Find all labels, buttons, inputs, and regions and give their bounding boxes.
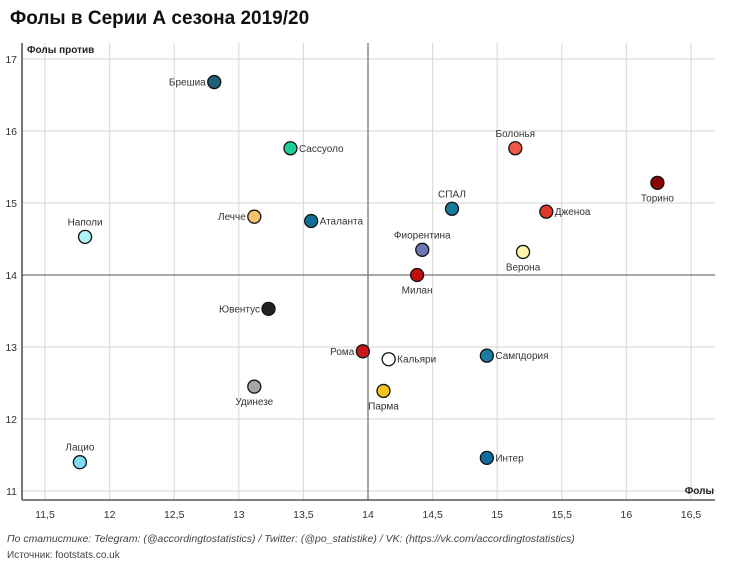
point-label: Дженоа <box>555 207 591 218</box>
point-label: Брешиа <box>169 78 206 89</box>
chart-title: Фолы в Серии А сезона 2019/20 <box>10 8 310 29</box>
y-tick-label: 11 <box>6 486 17 498</box>
point-label: Фиорентина <box>394 230 451 241</box>
x-axis-ticks: 11,5 12 12,5 13 13,5 14 14,5 15 15,5 16 16,5 <box>35 509 701 521</box>
point-label: Сампдория <box>495 351 548 362</box>
point-label: Ювентус <box>219 304 260 315</box>
point-marker <box>304 213 319 229</box>
data-point: Наполи <box>68 217 103 244</box>
data-point: Кальяри <box>381 352 436 367</box>
point-label: Сассуоло <box>299 144 344 155</box>
data-point: Верона <box>506 244 541 273</box>
point-label: Аталанта <box>320 217 364 228</box>
point-marker <box>376 383 391 399</box>
point-marker <box>539 204 554 219</box>
y-axis-label: Фолы против <box>27 45 94 56</box>
point-marker <box>355 344 370 359</box>
y-tick-label: 14 <box>5 270 17 282</box>
point-marker <box>77 229 93 244</box>
axes <box>21 43 715 501</box>
point-label: Болонья <box>496 129 536 140</box>
data-point: Лацио <box>65 443 95 470</box>
point-marker <box>207 74 222 90</box>
point-marker <box>444 201 460 216</box>
x-tick-label: 16,5 <box>681 509 702 521</box>
data-point: Удинезе <box>235 379 274 408</box>
x-tick-label: 15 <box>491 509 503 521</box>
data-point: Интер <box>479 450 524 466</box>
x-tick-label: 15,5 <box>552 509 573 521</box>
x-tick-label: 14 <box>362 509 374 521</box>
point-label: Лацио <box>65 443 94 454</box>
point-label: Наполи <box>68 217 103 228</box>
x-tick-label: 12 <box>104 509 116 521</box>
point-label: Лечче <box>218 212 246 223</box>
data-point: Фиорентина <box>394 230 451 257</box>
y-tick-label: 16 <box>5 126 17 138</box>
data-point: Рома <box>330 344 370 359</box>
point-marker <box>72 455 88 470</box>
scatter-chart: 11,5 12 12,5 13 13,5 14 14,5 15 15,5 16 16,5 11121… <box>5 43 715 521</box>
point-label: Удинезе <box>235 397 273 408</box>
data-point: Брешиа <box>169 74 222 90</box>
y-tick-label: 17 <box>5 54 17 66</box>
y-tick-label: 12 <box>5 414 17 426</box>
x-tick-label: 16 <box>621 509 633 521</box>
data-points: Брешиа Сассуоло Болонья Торино СПАЛ Дженоа Леч… <box>65 74 675 470</box>
x-tick-label: 13 <box>233 509 245 521</box>
point-marker <box>479 348 495 363</box>
data-point: Милан <box>402 267 433 297</box>
point-label: Милан <box>402 286 433 297</box>
data-point: Сампдория <box>479 348 549 363</box>
point-marker <box>415 242 430 257</box>
data-point: СПАЛ <box>438 189 466 216</box>
point-marker <box>247 379 262 394</box>
point-label: Торино <box>641 193 675 204</box>
point-marker <box>409 267 425 283</box>
x-axis-label: Фолы <box>685 486 714 497</box>
x-tick-label: 12,5 <box>164 509 185 521</box>
data-point: Парма <box>368 383 399 412</box>
point-label: Рома <box>330 347 355 358</box>
point-marker <box>479 450 495 466</box>
data-point: Ювентус <box>219 301 276 316</box>
reference-lines <box>22 43 715 500</box>
y-tick-label: 13 <box>5 342 17 354</box>
data-point: Лечче <box>218 209 262 224</box>
point-label: Интер <box>495 453 524 464</box>
point-label: Верона <box>506 262 541 273</box>
source-text: Источник: footstats.co.uk <box>7 550 120 561</box>
data-point: Сассуоло <box>283 141 344 156</box>
x-tick-label: 14,5 <box>422 509 443 521</box>
data-point: Дженоа <box>539 204 591 219</box>
point-marker <box>515 244 531 260</box>
point-marker <box>247 209 262 224</box>
point-label: СПАЛ <box>438 189 466 200</box>
point-marker <box>508 141 523 156</box>
credits-text: По статистике: Telegram: (@accordingtost… <box>7 533 575 545</box>
point-marker <box>261 301 276 316</box>
data-point: Болонья <box>496 129 536 156</box>
point-label: Парма <box>368 401 399 412</box>
x-tick-label: 13,5 <box>293 509 314 521</box>
point-marker <box>381 352 396 367</box>
point-marker <box>283 141 298 156</box>
point-marker <box>650 175 665 190</box>
point-label: Кальяри <box>397 355 436 366</box>
y-tick-label: 15 <box>5 198 17 210</box>
data-point: Торино <box>641 175 675 204</box>
x-tick-label: 11,5 <box>35 509 55 521</box>
y-axis-ticks: 11 12 13 14 15 16 17 <box>5 54 17 498</box>
data-point: Аталанта <box>304 213 364 229</box>
